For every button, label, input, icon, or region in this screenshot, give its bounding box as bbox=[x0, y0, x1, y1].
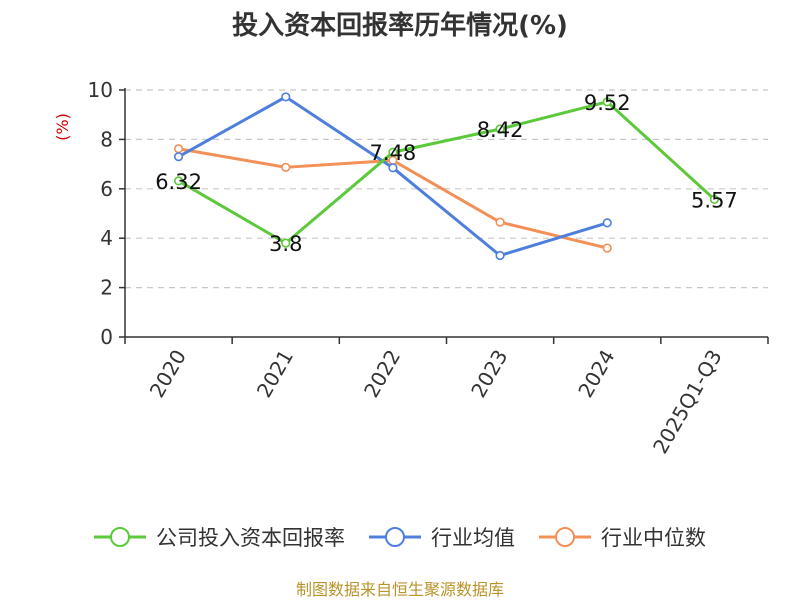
data-point bbox=[602, 218, 612, 228]
x-tick-label: 2022 bbox=[359, 346, 405, 402]
data-point bbox=[495, 217, 505, 227]
series-line bbox=[177, 100, 716, 245]
data-point bbox=[281, 238, 291, 248]
data-point bbox=[388, 163, 398, 173]
source-note: 制图数据来自恒生聚源数据库 bbox=[296, 580, 504, 599]
grid-lines bbox=[125, 89, 768, 289]
legend-marker bbox=[555, 527, 575, 547]
legend-marker bbox=[385, 527, 405, 547]
y-tick-label: 0 bbox=[100, 325, 113, 349]
data-point bbox=[602, 243, 612, 253]
y-tick-label: 10 bbox=[88, 78, 113, 102]
data-label: 8.42 bbox=[477, 118, 524, 142]
legend-label: 公司投入资本回报率 bbox=[156, 526, 345, 550]
data-labels: 6.32 3.8 7.48 8.42 9.52 5.57 bbox=[155, 91, 738, 256]
data-point bbox=[709, 194, 720, 205]
data-label: 6.32 bbox=[155, 170, 202, 194]
data-label: 3.8 bbox=[269, 232, 302, 256]
legend-marker bbox=[110, 527, 130, 547]
y-tick-label: 8 bbox=[100, 127, 113, 151]
legend: 公司投入资本回报率 行业均值 行业中位数 bbox=[94, 526, 706, 550]
data-point bbox=[281, 92, 291, 102]
legend-label: 行业均值 bbox=[431, 526, 515, 550]
y-axis-label: (%) bbox=[53, 113, 72, 141]
axes: 0 2 4 6 8 10 2020 2021 2022 2023 2024 2025Q1-Q3 bbox=[88, 78, 769, 458]
data-point bbox=[173, 152, 184, 162]
data-point bbox=[602, 97, 612, 107]
data-label: 9.52 bbox=[584, 91, 631, 115]
x-tick-label: 2025Q1-Q3 bbox=[648, 346, 727, 458]
data-point bbox=[173, 144, 184, 154]
y-tick-label: 6 bbox=[100, 177, 113, 201]
legend-label: 行业中位数 bbox=[601, 526, 706, 550]
data-label: 7.48 bbox=[370, 141, 417, 165]
data-point bbox=[495, 250, 505, 261]
series-group bbox=[173, 92, 720, 261]
data-label: 5.57 bbox=[691, 188, 738, 212]
x-tick-label: 2020 bbox=[145, 346, 191, 402]
data-point bbox=[281, 162, 291, 172]
x-tick-label: 2024 bbox=[573, 346, 619, 402]
x-tick-label: 2023 bbox=[466, 346, 512, 402]
y-tick-label: 2 bbox=[100, 276, 113, 300]
x-tick-label: 2021 bbox=[252, 346, 298, 402]
y-tick-label: 4 bbox=[100, 226, 113, 250]
data-point bbox=[173, 176, 184, 186]
data-point bbox=[388, 147, 398, 157]
chart-title: 投入资本回报率历年情况(%) bbox=[232, 10, 568, 41]
data-point bbox=[495, 124, 505, 134]
